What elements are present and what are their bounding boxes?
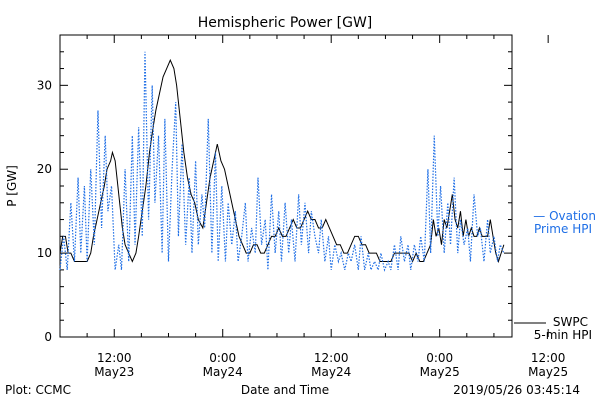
y-tick-label: 30 <box>37 78 52 92</box>
legend-swpc-label-2: 5-min HPI <box>534 328 592 342</box>
x-tick-date: May23 <box>94 365 134 379</box>
timestamp: 2019/05/26 03:45:14 <box>453 383 580 397</box>
x-tick-time: 0:00 <box>426 351 453 365</box>
y-axis-label: P [GW] <box>5 165 19 207</box>
chart-title: Hemispheric Power [GW] <box>198 15 373 31</box>
x-tick-date: May24 <box>203 365 243 379</box>
x-axis-label: Date and Time <box>241 383 329 397</box>
y-tick-label: 20 <box>37 162 52 176</box>
plot-credit: Plot: CCMC <box>5 383 71 397</box>
legend-ovation-label: — Ovation <box>533 209 596 223</box>
x-tick-time: 12:00 <box>97 351 132 365</box>
x-tick-date: May24 <box>311 365 351 379</box>
y-tick-label: 10 <box>37 246 52 260</box>
x-tick-date: May25 <box>420 365 460 379</box>
y-tick-label: 0 <box>44 330 52 344</box>
x-tick-time: 12:00 <box>531 351 566 365</box>
y-axis-ticks: 0 10 20 30 <box>37 51 512 344</box>
series-line-ovation <box>59 51 505 273</box>
x-tick-time: 12:00 <box>314 351 349 365</box>
series-layer <box>59 51 505 273</box>
legend-ovation-label-2: Prime HPI <box>534 222 592 236</box>
x-tick-date: May25 <box>528 365 568 379</box>
x-axis-ticks: 12:00May230:00May2412:00May240:00May2512… <box>86 35 568 379</box>
plot-frame <box>59 34 513 338</box>
x-tick-time: 0:00 <box>209 351 236 365</box>
legend-swpc-label: SWPC <box>553 315 588 329</box>
